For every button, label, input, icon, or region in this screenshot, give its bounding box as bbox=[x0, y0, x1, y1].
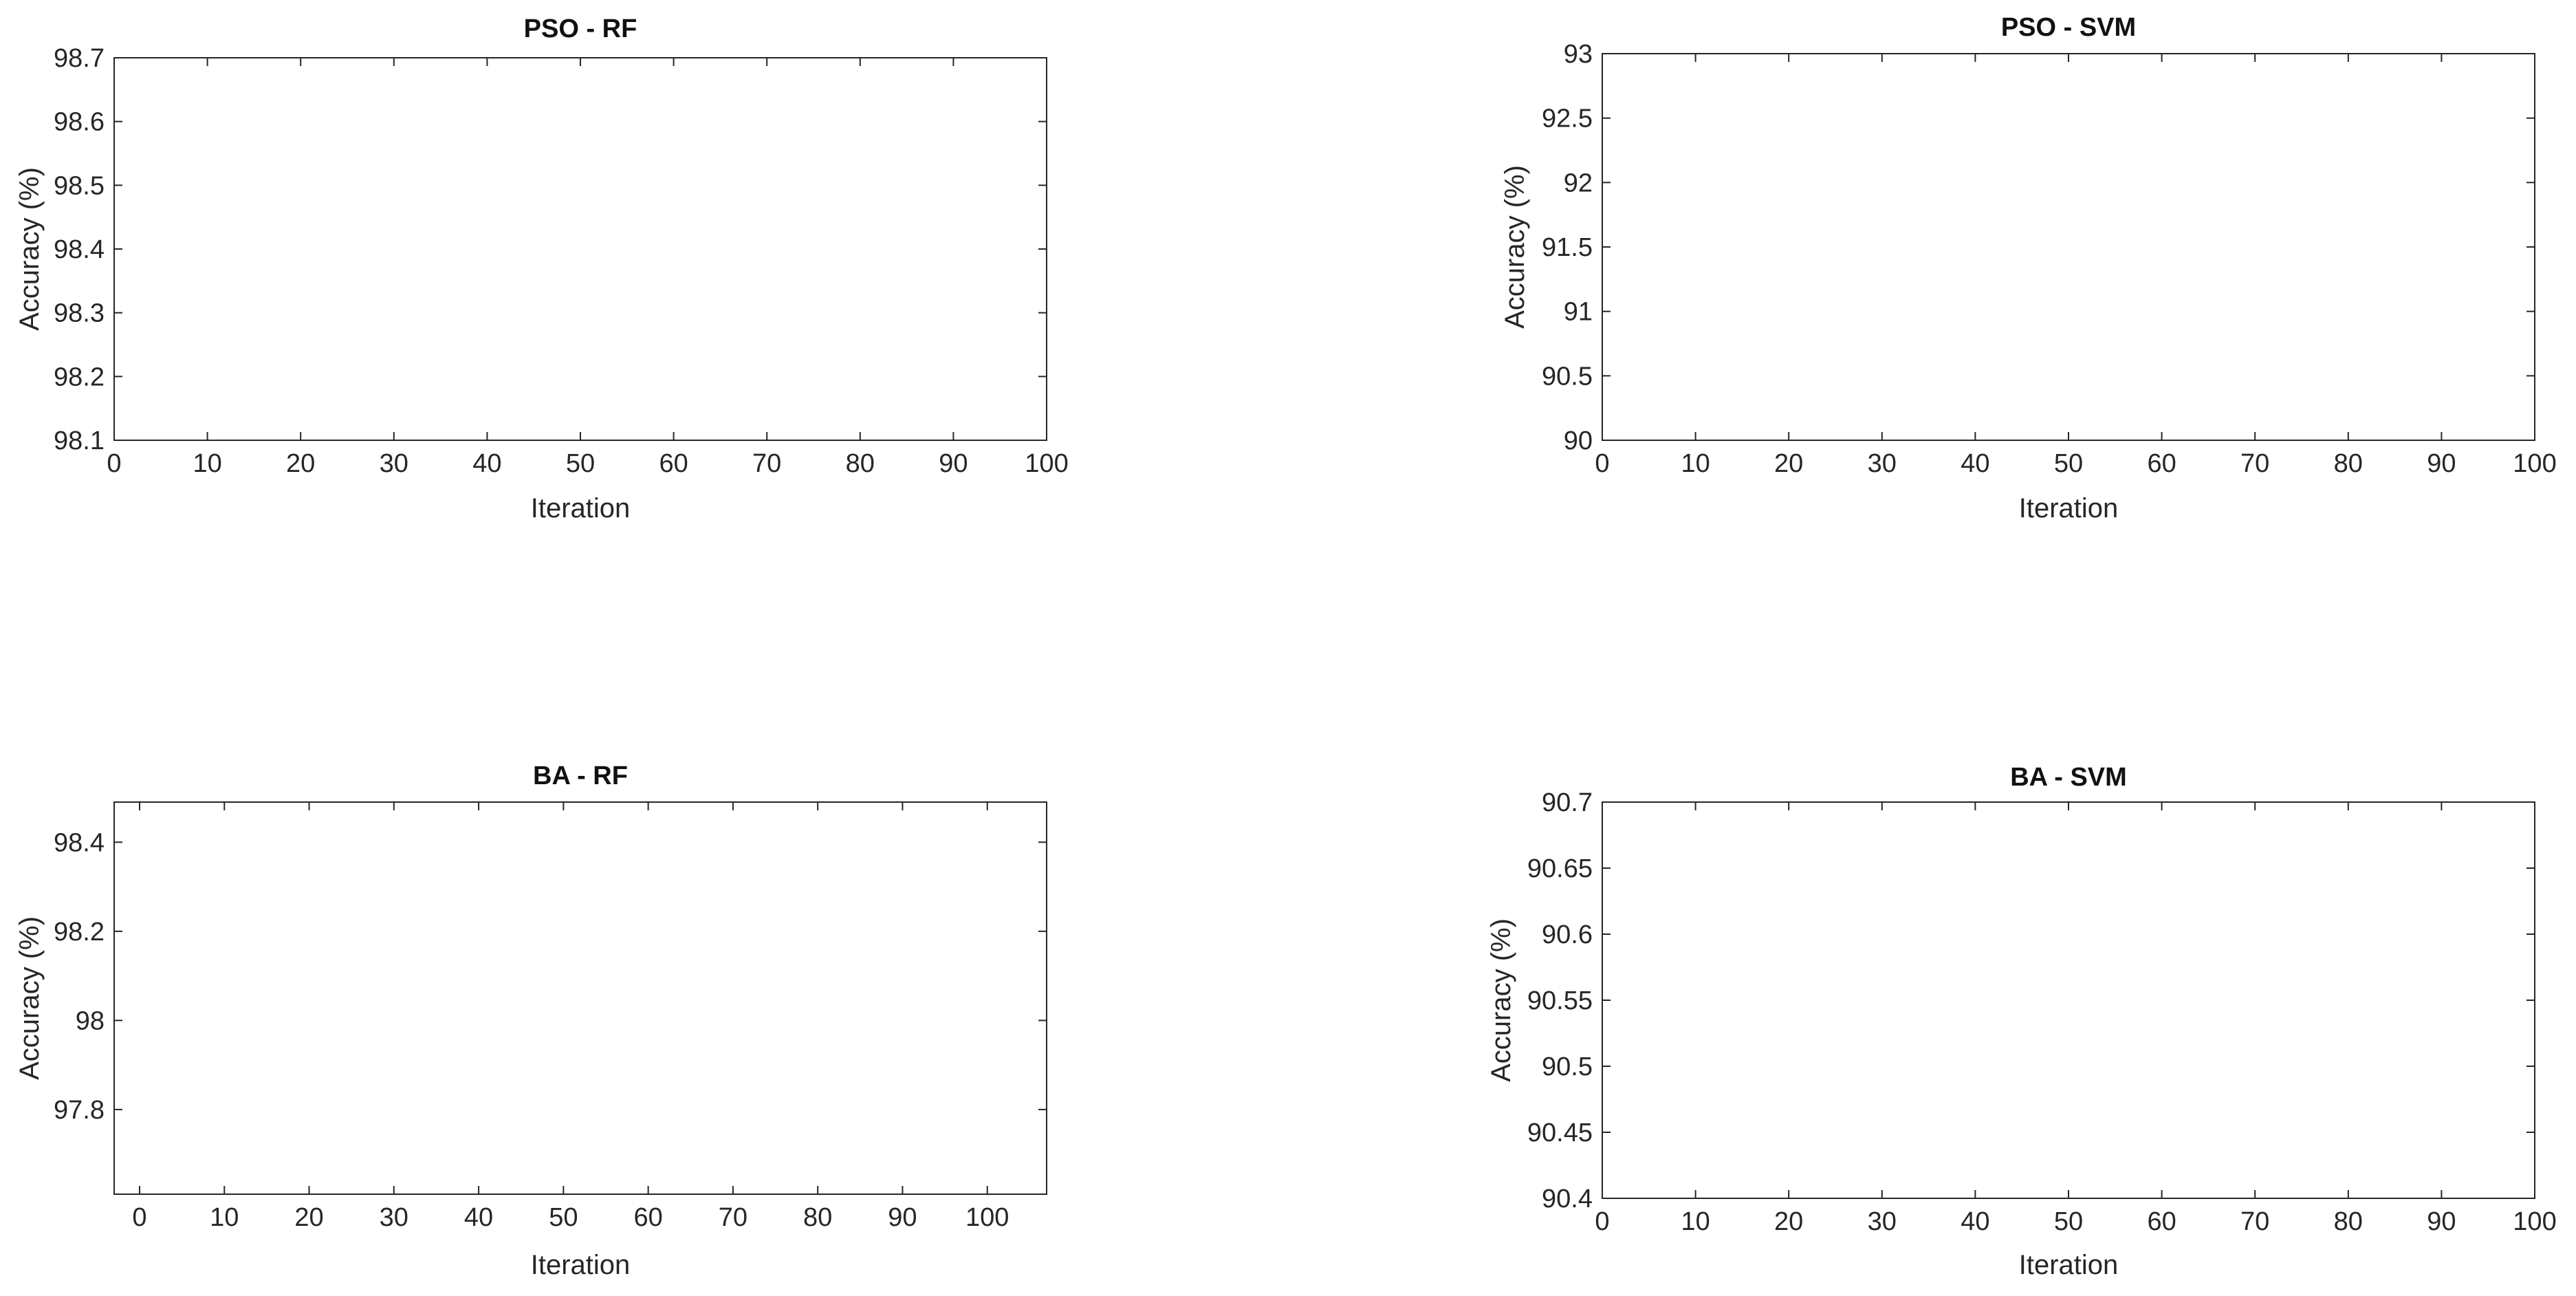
y-axis-label: Accuracy (%) bbox=[14, 167, 45, 331]
y-tick-label: 90.45 bbox=[1527, 1119, 1593, 1147]
x-tick-label: 0 bbox=[107, 449, 121, 478]
x-tick-label: 70 bbox=[2240, 449, 2269, 478]
x-tick-label: 40 bbox=[1961, 1207, 1989, 1236]
x-tick-label: 10 bbox=[1681, 449, 1710, 478]
x-tick-label: 80 bbox=[2334, 449, 2363, 478]
x-tick-label: 70 bbox=[752, 449, 781, 478]
y-tick-label: 98.4 bbox=[54, 828, 105, 857]
y-tick-label: 92.5 bbox=[1542, 105, 1593, 133]
y-axis-label: Accuracy (%) bbox=[1486, 918, 1516, 1082]
x-tick-label: 100 bbox=[1025, 449, 1068, 478]
plot-area: 0 10 20 30 40 50 60 70 80 90 100 90 90.5 91 91.5 92 92.5… bbox=[1542, 40, 2557, 478]
plot-area: 0 10 20 30 40 50 60 70 80 90 100 90.4 90.45 90.5 90.55… bbox=[1527, 788, 2557, 1236]
y-tick-label: 98.6 bbox=[54, 108, 105, 137]
y-tick-label: 90.7 bbox=[1542, 788, 1593, 817]
x-tick-label: 40 bbox=[472, 449, 501, 478]
x-tick-label: 60 bbox=[2147, 449, 2176, 478]
x-tick-label: 100 bbox=[2513, 449, 2556, 478]
x-axis-label: Iteration bbox=[2019, 1250, 2119, 1280]
x-tick-label: 50 bbox=[2054, 1207, 2083, 1236]
chart-title: PSO - RF bbox=[524, 14, 637, 43]
y-axis-label: Accuracy (%) bbox=[1500, 165, 1530, 329]
y-tick-label: 91 bbox=[1564, 298, 1593, 327]
x-tick-label: 0 bbox=[132, 1203, 146, 1232]
y-tick-label: 98.3 bbox=[54, 299, 105, 328]
chart-title: BA - SVM bbox=[2010, 763, 2127, 792]
y-tick-label: 90.5 bbox=[1542, 362, 1593, 391]
x-tick-label: 100 bbox=[2513, 1207, 2556, 1236]
x-tick-label: 30 bbox=[1868, 449, 1897, 478]
x-tick-label: 10 bbox=[1681, 1207, 1710, 1236]
axes-box bbox=[113, 801, 1047, 1195]
x-tick-label: 20 bbox=[1774, 449, 1803, 478]
x-tick-label: 20 bbox=[286, 449, 315, 478]
chart-title: BA - RF bbox=[533, 762, 628, 790]
x-axis-label: Iteration bbox=[531, 493, 631, 523]
x-tick-label: 30 bbox=[380, 449, 408, 478]
x-tick-label: 40 bbox=[464, 1203, 493, 1232]
y-tick-label: 98.5 bbox=[54, 171, 105, 200]
subplot-ba-rf: 0 10 20 30 40 50 60 70 80 90 100 97.8 98 98.2 98.4 BA … bbox=[14, 762, 1047, 1280]
y-tick-label: 90 bbox=[1564, 426, 1593, 455]
x-tick-label: 100 bbox=[965, 1203, 1009, 1232]
x-tick-label: 40 bbox=[1961, 449, 1989, 478]
x-tick-label: 50 bbox=[2054, 449, 2083, 478]
x-tick-label: 60 bbox=[633, 1203, 662, 1232]
y-tick-label: 93 bbox=[1564, 40, 1593, 69]
x-tick-label: 50 bbox=[549, 1203, 578, 1232]
plot-area: 0 10 20 30 40 50 60 70 80 90 100 97.8 98 98.2 98.4 bbox=[54, 801, 1047, 1232]
x-tick-label: 60 bbox=[659, 449, 688, 478]
y-axis-label: Accuracy (%) bbox=[14, 916, 45, 1080]
y-tick-label: 98.1 bbox=[54, 426, 105, 455]
subplot-pso-rf: 0 10 20 30 40 50 60 70 80 90 100 98.1 98.2 98.3 98.4 98… bbox=[14, 14, 1069, 523]
x-tick-label: 90 bbox=[2427, 449, 2456, 478]
y-tick-label: 91.5 bbox=[1542, 233, 1593, 262]
y-tick-label: 98.7 bbox=[54, 44, 105, 73]
x-tick-label: 0 bbox=[1595, 449, 1609, 478]
x-tick-label: 30 bbox=[1868, 1207, 1897, 1236]
axes-box bbox=[113, 57, 1047, 441]
x-tick-label: 10 bbox=[210, 1203, 239, 1232]
x-tick-label: 90 bbox=[888, 1203, 917, 1232]
y-tick-label: 90.55 bbox=[1527, 986, 1593, 1015]
x-tick-label: 30 bbox=[380, 1203, 408, 1232]
x-axis-label: Iteration bbox=[2019, 493, 2119, 523]
x-tick-label: 90 bbox=[939, 449, 968, 478]
y-tick-label: 90.4 bbox=[1542, 1185, 1593, 1213]
x-tick-label: 80 bbox=[803, 1203, 832, 1232]
x-tick-label: 80 bbox=[846, 449, 875, 478]
subplot-ba-svm: 0 10 20 30 40 50 60 70 80 90 100 90.4 90.45 90.5 90.55… bbox=[1486, 763, 2557, 1280]
plot-area: 0 10 20 30 40 50 60 70 80 90 100 98.1 98.2 98.3 98.4 98… bbox=[54, 44, 1069, 478]
y-tick-label: 98.2 bbox=[54, 918, 105, 947]
y-tick-label: 97.8 bbox=[54, 1096, 105, 1125]
x-tick-label: 0 bbox=[1595, 1207, 1609, 1236]
y-tick-label: 98 bbox=[76, 1006, 105, 1035]
x-tick-label: 20 bbox=[1774, 1207, 1803, 1236]
y-tick-label: 92 bbox=[1564, 169, 1593, 197]
chart-title: PSO - SVM bbox=[2001, 13, 2136, 42]
y-tick-label: 90.65 bbox=[1527, 854, 1593, 883]
x-tick-label: 50 bbox=[566, 449, 595, 478]
axes-box bbox=[1602, 53, 2535, 441]
subplot-pso-svm: 0 10 20 30 40 50 60 70 80 90 100 90 90.5 91 91.5 92 92.5… bbox=[1500, 13, 2557, 523]
y-tick-label: 90.5 bbox=[1542, 1052, 1593, 1081]
y-tick-label: 90.6 bbox=[1542, 920, 1593, 949]
x-axis-label: Iteration bbox=[531, 1250, 631, 1280]
y-tick-label: 98.4 bbox=[54, 235, 105, 264]
axes-box bbox=[1602, 801, 2535, 1199]
x-tick-label: 80 bbox=[2334, 1207, 2363, 1236]
x-tick-label: 10 bbox=[193, 449, 221, 478]
x-tick-label: 90 bbox=[2427, 1207, 2456, 1236]
x-tick-label: 60 bbox=[2147, 1207, 2176, 1236]
y-tick-label: 98.2 bbox=[54, 363, 105, 391]
x-tick-label: 20 bbox=[294, 1203, 323, 1232]
x-tick-label: 70 bbox=[719, 1203, 747, 1232]
x-tick-label: 70 bbox=[2240, 1207, 2269, 1236]
